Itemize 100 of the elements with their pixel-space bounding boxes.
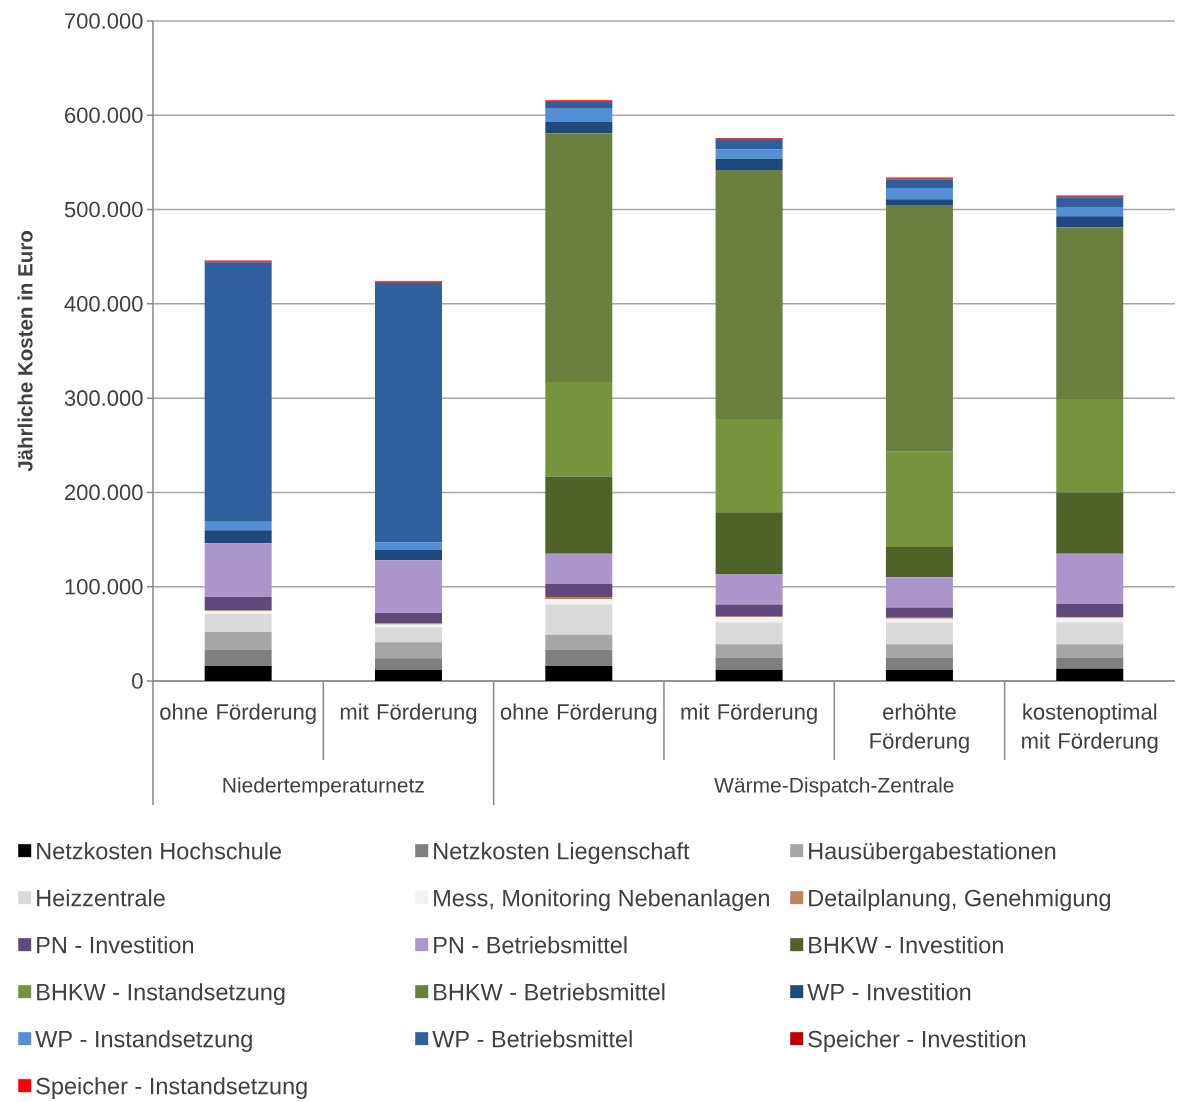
bar	[204, 597, 272, 611]
x-tick-label: kostenoptimal mit Förderung	[1022, 703, 1158, 754]
legend-label: BHKW - Betriebsmittel	[434, 983, 665, 1001]
legend-label: BHKW - Instandsetzung	[37, 983, 285, 1006]
x-tick-label: mit Förderung	[340, 703, 477, 725]
bar	[885, 451, 953, 548]
legend-label: Netzkosten Hochschule	[37, 842, 281, 860]
bar	[1056, 207, 1124, 217]
bar	[545, 634, 613, 650]
bar	[715, 604, 783, 616]
bar	[1056, 492, 1124, 554]
bar	[374, 549, 442, 561]
bar	[1056, 553, 1124, 604]
legend-label: Speicher - Investition	[808, 1030, 1026, 1053]
bar	[715, 616, 783, 623]
bar	[885, 547, 953, 578]
bar	[1056, 617, 1124, 623]
bar	[1056, 657, 1124, 669]
bar	[1056, 603, 1124, 617]
bar	[885, 187, 953, 200]
y-tick-label: 400.000	[64, 296, 143, 312]
y-tick-label: 300.000	[64, 390, 143, 406]
bar	[715, 657, 783, 670]
bar	[204, 262, 272, 522]
bar	[715, 574, 783, 605]
text: Niedertemperaturnetz	[223, 777, 424, 797]
bar	[545, 583, 613, 598]
bar	[545, 553, 613, 584]
bar	[715, 139, 783, 150]
legend-label: BHKW - Investition	[809, 936, 1003, 954]
bar	[545, 121, 613, 134]
bar	[204, 649, 272, 666]
x-tick-label: erhöhte Förderung	[870, 703, 969, 754]
legend-label: Heizzentrale	[37, 889, 165, 907]
bar	[545, 598, 613, 605]
bar	[885, 205, 953, 452]
text: Wärme-Dispatch-Zentrale	[714, 777, 954, 797]
legend-label: WP - Investition	[807, 983, 971, 1001]
bar	[715, 622, 783, 645]
bar	[374, 542, 442, 550]
bar	[374, 658, 442, 670]
bar	[204, 530, 272, 544]
y-tick-label: 600.000	[65, 107, 143, 124]
legend-label: WP - Instandsetzung	[35, 1030, 252, 1053]
bar	[545, 476, 613, 554]
bar	[885, 622, 953, 645]
bar	[545, 102, 613, 109]
bar	[545, 133, 613, 383]
bar	[715, 644, 783, 658]
bar	[1056, 197, 1124, 208]
bar	[204, 521, 272, 531]
bar	[374, 627, 442, 643]
bar	[715, 149, 783, 159]
legend-label: Netzkosten Liegenschaft	[434, 842, 690, 865]
bar	[885, 607, 953, 618]
bar	[885, 577, 953, 608]
bar	[885, 644, 953, 658]
bar	[204, 614, 272, 632]
y-tick-label: 700.000	[65, 13, 143, 29]
x-tick-label: ohne Förderung	[160, 703, 316, 725]
bar	[715, 512, 783, 575]
bar	[1056, 668, 1124, 681]
bar	[204, 665, 272, 681]
bar	[204, 631, 272, 650]
bar	[885, 657, 953, 670]
bar	[545, 665, 613, 681]
x-tick-label: ohne Förderung	[500, 703, 657, 725]
y-tick-label: 500.000	[64, 201, 143, 218]
legend-label: Speicher - Instandsetzung	[36, 1077, 307, 1100]
y-tick-label: 100.000	[65, 578, 143, 595]
x-tick-label: mit Förderung	[681, 703, 817, 725]
bar	[374, 642, 442, 659]
bar	[1056, 216, 1124, 228]
legend-label: PN - Investition	[37, 936, 193, 954]
legend-label: Detailplanung, Genehmigung	[809, 889, 1111, 912]
bar	[715, 169, 783, 419]
bar	[715, 158, 783, 170]
bar	[545, 604, 613, 635]
bar	[204, 543, 272, 598]
bar	[545, 649, 613, 666]
bar	[1056, 399, 1124, 493]
y-tick-label: 200.000	[65, 484, 143, 501]
bar	[374, 669, 442, 681]
y-tick-label: 0	[132, 673, 143, 689]
bar	[715, 669, 783, 681]
bar	[1056, 644, 1124, 658]
bar	[1056, 227, 1124, 400]
bar	[885, 669, 953, 681]
legend-label: Hausübergabestationen	[809, 842, 1056, 865]
bar	[885, 179, 953, 188]
bar	[374, 613, 442, 624]
bar	[545, 108, 613, 122]
bar	[374, 283, 442, 543]
legend-label: WP - Betriebsmittel	[432, 1030, 632, 1048]
bar	[1056, 622, 1124, 645]
bar	[374, 560, 442, 614]
bar	[885, 618, 953, 623]
bar	[885, 199, 953, 206]
legend-label: PN - Betriebsmittel	[434, 936, 627, 954]
bar	[545, 382, 613, 477]
